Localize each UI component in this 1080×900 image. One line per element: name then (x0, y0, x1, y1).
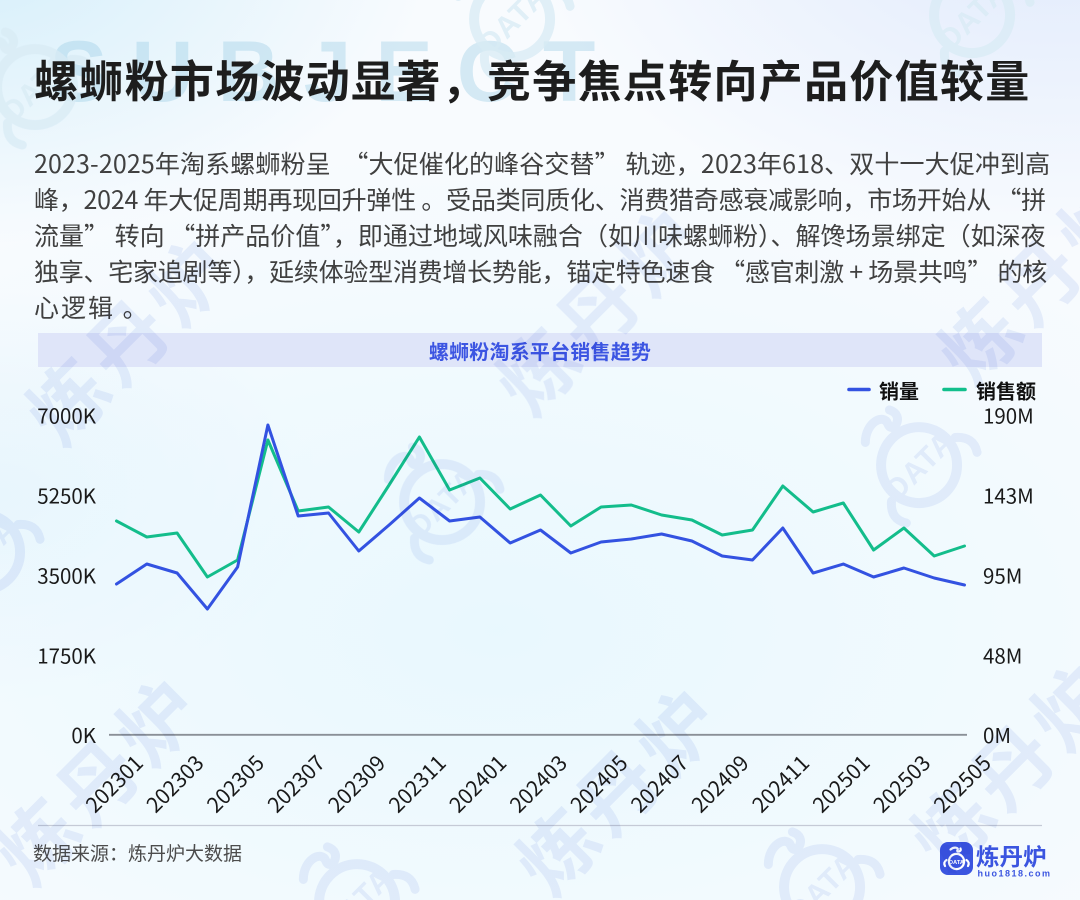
svg-text:202411: 202411 (745, 748, 816, 819)
svg-text:190M: 190M (983, 400, 1034, 430)
svg-text:48M: 48M (983, 640, 1022, 670)
svg-text:0M: 0M (983, 719, 1011, 749)
svg-text:huo1818.com: huo1818.com (978, 869, 1052, 879)
svg-text:202303: 202303 (139, 748, 210, 819)
svg-text:炼丹炉: 炼丹炉 (976, 838, 1047, 872)
svg-text:202405: 202405 (563, 748, 634, 819)
svg-text:202403: 202403 (503, 748, 574, 819)
svg-text:202305: 202305 (200, 748, 271, 819)
svg-text:DATA: DATA (949, 860, 965, 866)
svg-text:3500K: 3500K (37, 560, 97, 590)
svg-text:143M: 143M (983, 480, 1034, 510)
svg-text:销量: 销量 (879, 376, 919, 405)
svg-text:202401: 202401 (442, 748, 513, 819)
svg-text:7000K: 7000K (37, 400, 97, 430)
svg-text:5250K: 5250K (37, 480, 97, 510)
svg-text:202301: 202301 (79, 748, 150, 819)
svg-text:202407: 202407 (624, 748, 695, 819)
svg-text:95M: 95M (983, 560, 1022, 590)
svg-text:0K: 0K (71, 719, 96, 749)
svg-text:202311: 202311 (382, 748, 453, 819)
svg-text:202505: 202505 (927, 748, 998, 819)
svg-text:202503: 202503 (866, 748, 937, 819)
svg-text:202307: 202307 (260, 748, 331, 819)
svg-text:202501: 202501 (806, 748, 877, 819)
svg-text:202409: 202409 (684, 748, 755, 819)
svg-text:1750K: 1750K (37, 640, 97, 670)
svg-text:202309: 202309 (321, 748, 392, 819)
